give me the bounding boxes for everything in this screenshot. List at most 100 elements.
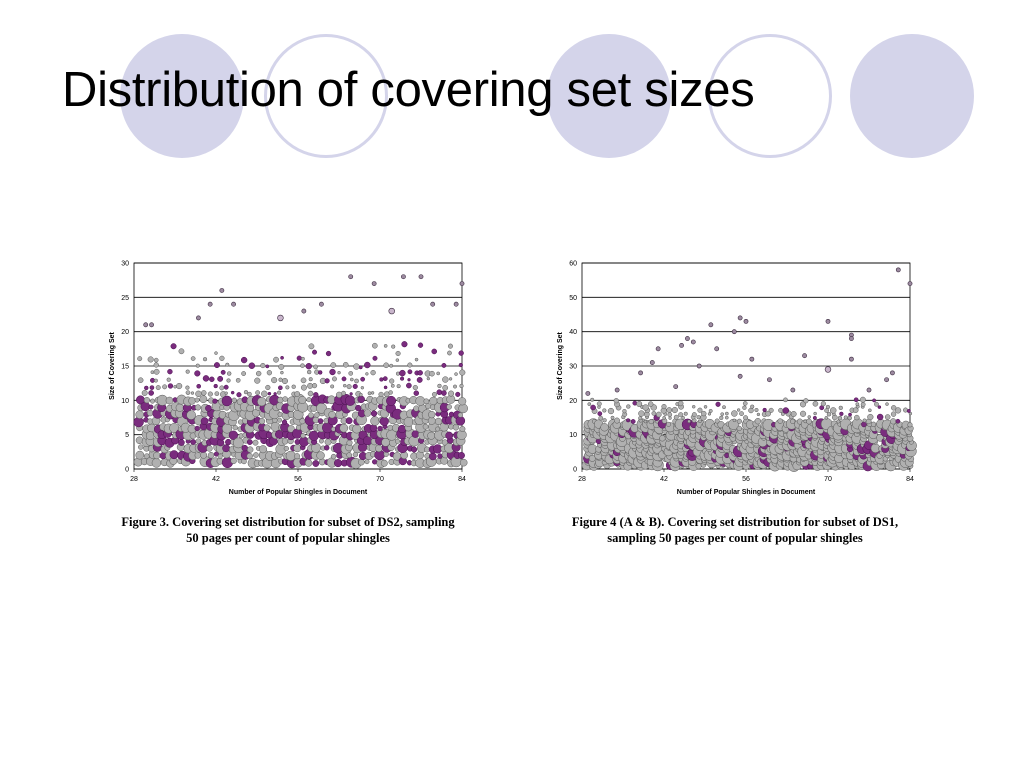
y-tick-label: 30: [569, 364, 577, 371]
bubble: [457, 412, 463, 418]
bubble: [364, 459, 370, 465]
bubble: [668, 416, 672, 420]
bubble: [768, 407, 774, 413]
bubble: [860, 402, 866, 407]
bubble: [429, 370, 435, 377]
bubble: [342, 361, 349, 368]
bubble: [448, 377, 453, 381]
bubble: [427, 416, 436, 425]
bubble: [281, 377, 288, 385]
bubble: [135, 410, 145, 419]
bubble: [349, 392, 353, 396]
bubble: [626, 418, 631, 423]
bubble: [590, 404, 596, 411]
bubble: [906, 409, 911, 413]
bubble: [167, 368, 173, 375]
bubble: [341, 390, 346, 396]
figure-4-caption-line-1: Figure 4 (A & B). Covering set distribut…: [571, 515, 899, 529]
bubble: [153, 362, 159, 368]
bubble: [742, 401, 748, 406]
bubble: [748, 407, 754, 414]
bubble: [267, 391, 272, 396]
bubble: [590, 397, 595, 402]
bubble: [455, 391, 461, 397]
bubble: [838, 405, 843, 410]
bubble: [280, 355, 284, 360]
bubble: [205, 404, 212, 412]
bubble: [677, 400, 684, 407]
bubble: [330, 384, 335, 389]
bubble: [406, 382, 412, 389]
bubble: [190, 391, 195, 395]
bubble: [715, 401, 721, 407]
bubble: [153, 451, 161, 460]
bubble: [868, 408, 872, 413]
bubble: [427, 431, 436, 440]
bubble: [224, 391, 228, 395]
bubble: [458, 397, 467, 406]
x-tick-label: 28: [130, 476, 138, 483]
bubble: [294, 453, 301, 460]
bubble: [335, 391, 343, 398]
bubble: [202, 357, 208, 362]
bubble: [447, 350, 452, 356]
data-point: [743, 318, 749, 324]
bubble: [417, 342, 424, 348]
bubble: [325, 350, 332, 357]
data-point: [277, 314, 284, 322]
data-point: [884, 377, 889, 383]
bubble: [346, 452, 353, 458]
bubble: [696, 415, 701, 420]
bubble: [807, 415, 811, 419]
bubble: [862, 418, 867, 423]
bubble: [397, 424, 407, 434]
bubble: [300, 433, 306, 439]
bubble: [277, 396, 284, 404]
bubble: [829, 407, 837, 414]
data-point: [749, 356, 755, 362]
data-point: [655, 346, 661, 352]
bubble: [454, 372, 458, 376]
bubble: [890, 411, 897, 417]
bubble: [602, 418, 607, 423]
bubble: [214, 351, 218, 355]
bubble: [895, 418, 901, 424]
bubble: [436, 371, 441, 376]
bubble: [407, 362, 413, 368]
y-tick-label: 0: [125, 467, 129, 474]
bubble: [195, 390, 202, 398]
bubble: [358, 458, 365, 466]
bubble: [659, 435, 666, 442]
x-tick-label: 84: [906, 476, 914, 483]
bubble: [331, 376, 337, 382]
y-tick-label: 10: [121, 398, 129, 405]
bubble: [194, 370, 201, 377]
data-point: [453, 301, 459, 307]
bubble: [736, 408, 741, 412]
bubble: [391, 344, 396, 349]
bubble: [370, 410, 378, 417]
bubble: [273, 356, 279, 363]
bubble: [296, 355, 302, 361]
bubble: [379, 416, 389, 426]
bubble: [642, 404, 649, 411]
bubble: [681, 416, 685, 420]
bubble: [232, 437, 244, 449]
bubble: [213, 451, 219, 457]
bubble: [417, 370, 423, 376]
bubble: [247, 446, 254, 453]
bubble: [185, 369, 190, 374]
bubble: [372, 355, 378, 361]
bubble: [411, 446, 418, 453]
bubble: [308, 430, 319, 441]
bubble: [377, 425, 383, 432]
bubble: [703, 405, 708, 409]
bubble: [257, 397, 267, 407]
bubble: [236, 392, 242, 398]
bubble: [357, 395, 365, 404]
bubble: [765, 410, 771, 417]
bubble: [200, 417, 209, 426]
bubble: [308, 412, 314, 419]
figure-3-caption-line-2: 50 pages per count of popular shingles: [186, 531, 390, 545]
data-point: [737, 315, 743, 321]
